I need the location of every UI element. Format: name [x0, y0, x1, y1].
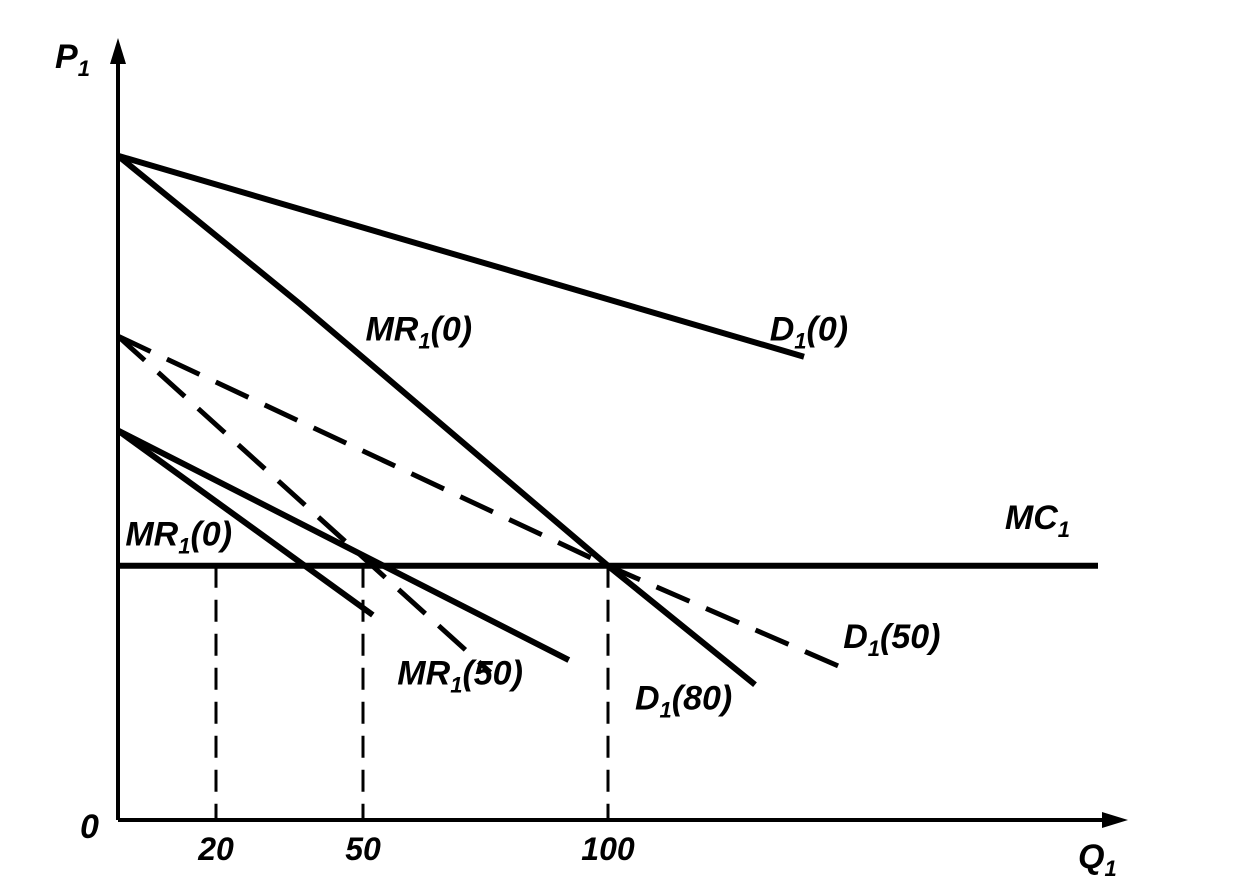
- curve-label-sub: 1: [418, 328, 430, 353]
- curve-label-sub: 1: [1058, 517, 1070, 542]
- curve-label-d0: D1(0): [770, 310, 848, 353]
- curve-label-rest: (0): [807, 310, 849, 348]
- drop-line-layer: [214, 565, 610, 820]
- curve-label-main: MR: [125, 515, 178, 553]
- curve-label-d80: D1(80): [635, 679, 732, 722]
- y-axis-title: P1: [55, 38, 90, 81]
- curve-label-mc: MC1: [1005, 499, 1070, 542]
- curve-label-d50: D1(50): [843, 618, 940, 661]
- curve-label-main: MR: [365, 310, 418, 348]
- curve-label-sub: 1: [794, 328, 806, 353]
- curve-label-sub: 1: [450, 673, 462, 698]
- x-axis-title: Q1: [1078, 838, 1117, 881]
- curve-label-rest: (80): [672, 679, 732, 717]
- series-line-d0: [117, 152, 805, 360]
- series-line-mr0_low: [116, 428, 375, 618]
- x-axis-title-main: Q: [1078, 838, 1104, 876]
- curve-label-main: D: [635, 679, 660, 717]
- curve-label-main: MR: [397, 655, 450, 693]
- curve-label-rest: (0): [190, 515, 232, 553]
- curve-label-sub: 1: [868, 636, 880, 661]
- series-line-mr0_top: [116, 153, 757, 688]
- x-tick-label-50: 50: [345, 831, 381, 867]
- x-tick-layer: 20 50 100: [197, 831, 635, 867]
- curve-label-mr0_top: MR1(0): [365, 310, 472, 353]
- series-line-d50: [116, 333, 854, 675]
- origin-label: 0: [80, 808, 99, 846]
- curve-label-rest: (50): [880, 618, 940, 656]
- curve-label-rest: (50): [462, 655, 522, 693]
- curve-label-sub: 1: [660, 697, 672, 722]
- y-axis-title-sub: 1: [78, 56, 90, 81]
- curve-label-main: D: [843, 618, 868, 656]
- curve-label-mr0_low: MR1(0): [125, 515, 232, 558]
- series-line-d80: [116, 427, 571, 663]
- curve-label-main: MC: [1005, 499, 1058, 537]
- curve-label-sub: 1: [178, 533, 190, 558]
- x-axis-title-sub: 1: [1104, 856, 1116, 881]
- x-tick-label-20: 20: [197, 831, 234, 867]
- x-tick-label-100: 100: [581, 831, 635, 867]
- series-line-mr50: [116, 334, 493, 675]
- curve-label-main: D: [770, 310, 795, 348]
- y-axis-arrowhead: [110, 38, 126, 64]
- curve-label-rest: (0): [431, 310, 473, 348]
- x-axis-arrowhead: [1102, 812, 1128, 828]
- y-axis-title-main: P: [55, 38, 78, 76]
- curve-label-mr50: MR1(50): [397, 655, 523, 698]
